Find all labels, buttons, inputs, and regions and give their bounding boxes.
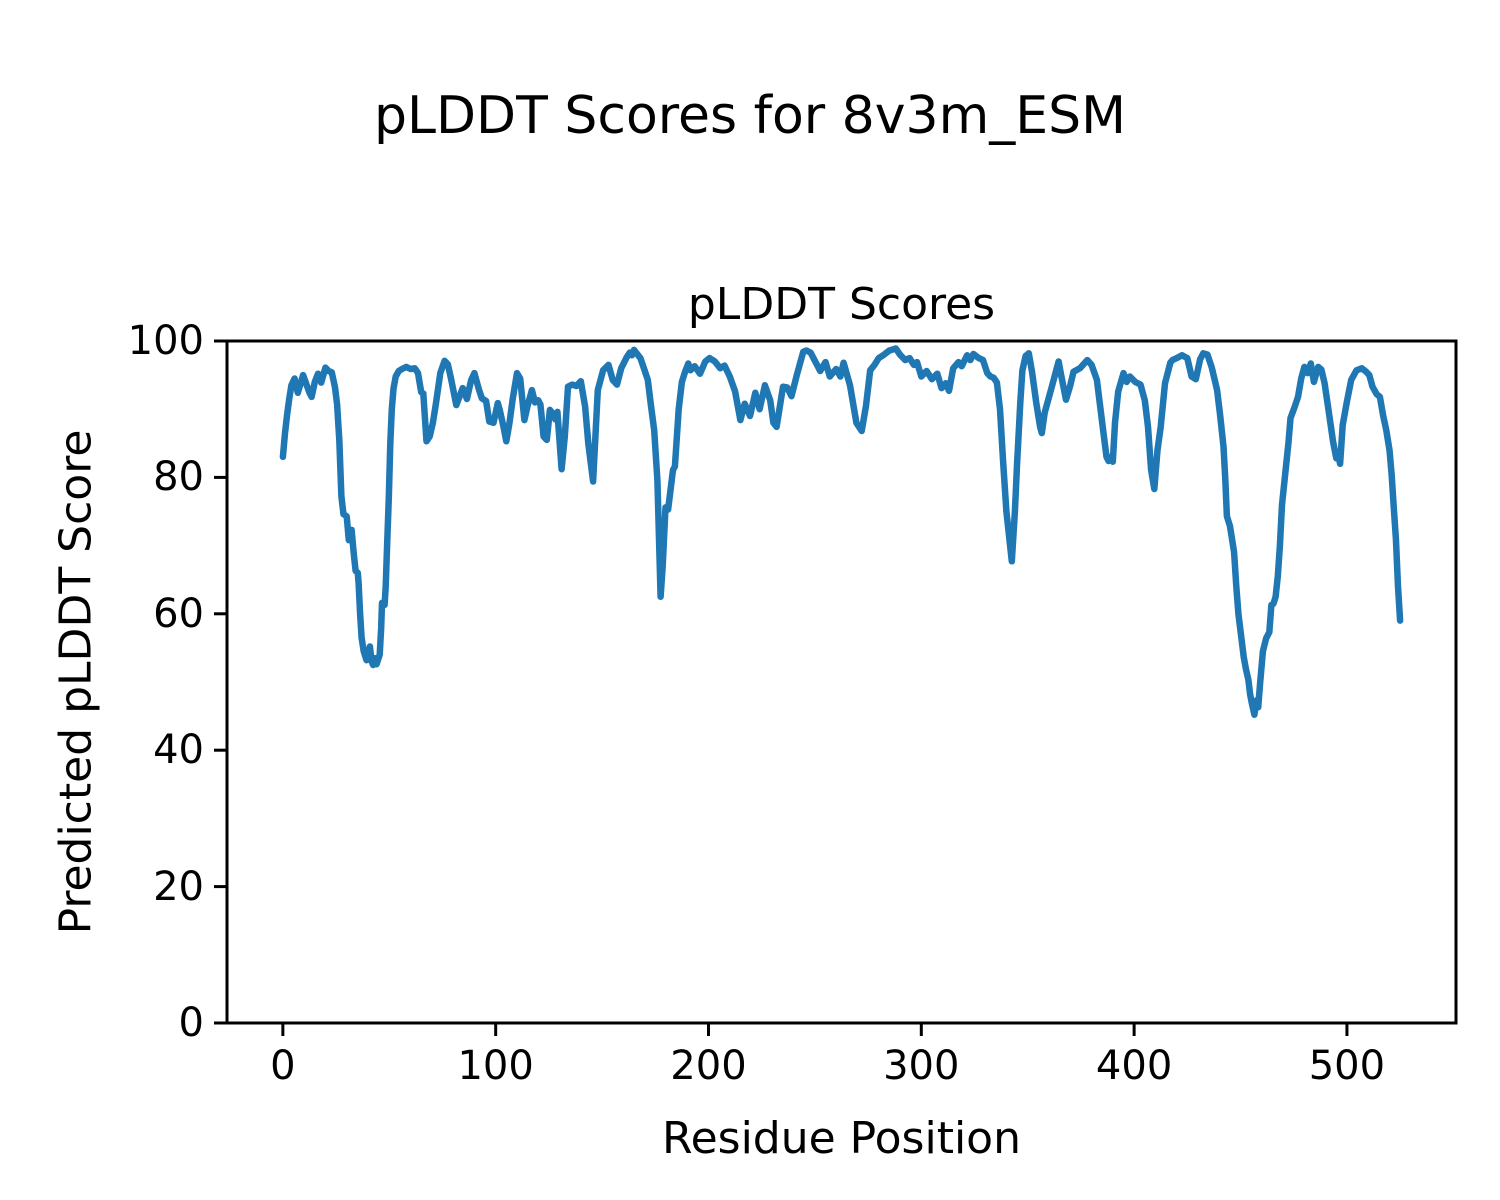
y-tick-label: 80 xyxy=(153,454,204,501)
figure-title: pLDDT Scores for 8v3m_ESM xyxy=(374,86,1126,146)
x-tick-label: 400 xyxy=(1095,1043,1173,1089)
x-tick-label: 300 xyxy=(883,1043,960,1089)
axes-title: pLDDT Scores xyxy=(687,279,996,330)
axes-spines xyxy=(225,339,1458,1025)
x-tick-label: 0 xyxy=(270,1043,296,1089)
y-tick-label: 40 xyxy=(153,727,204,774)
y-tick-label: 20 xyxy=(153,863,204,910)
x-tick-label: 500 xyxy=(1308,1043,1386,1089)
x-axis-label: Residue Position xyxy=(661,1113,1021,1164)
x-tick-label: 200 xyxy=(670,1043,747,1089)
plddt-line xyxy=(279,345,1404,718)
y-axis-label: Predicted pLDDT Score xyxy=(50,429,102,935)
y-tick-label: 100 xyxy=(127,318,204,364)
x-tick-label: 100 xyxy=(457,1043,534,1089)
y-tick-label: 0 xyxy=(178,1000,204,1046)
y-tick-label: 60 xyxy=(153,590,204,637)
